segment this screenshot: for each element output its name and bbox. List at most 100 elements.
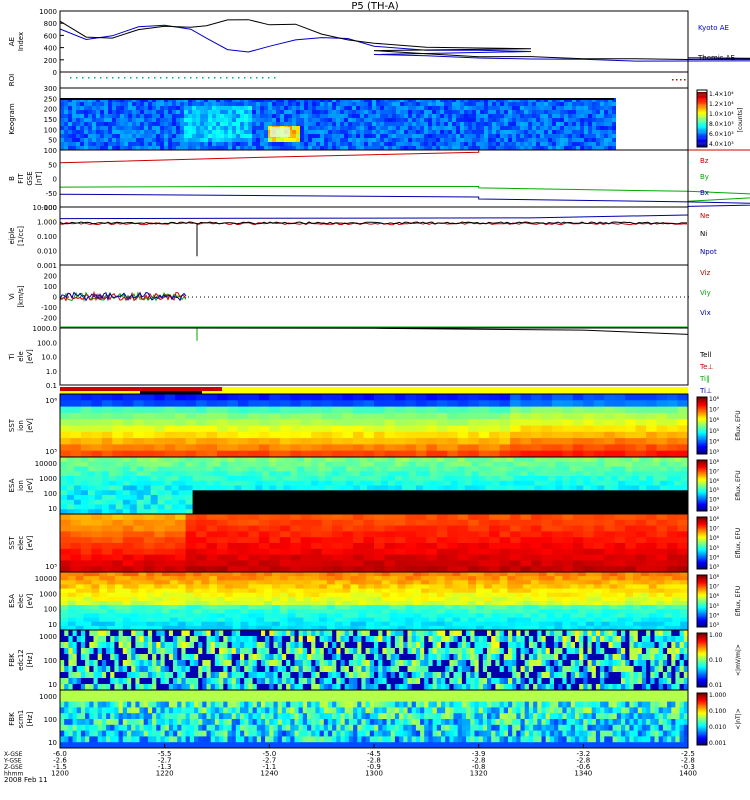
keogram-cell (244, 102, 248, 106)
keogram-cell (88, 102, 92, 106)
keogram-colorbar-cell (697, 140, 707, 142)
sst_ele-cell (625, 560, 637, 567)
keogram-cell (344, 110, 348, 114)
keogram-cell (572, 118, 576, 122)
esa_ion-cell (499, 485, 508, 491)
esa_ion-cell (290, 457, 298, 463)
keogram-cell (84, 102, 88, 106)
esa_ele-cell (342, 617, 351, 623)
keogram-cell (260, 114, 264, 118)
keogram-cell (580, 138, 584, 142)
esa_ele-cell (287, 621, 296, 627)
sst_ion-cell (196, 412, 208, 420)
esa_ele-cell (224, 588, 234, 594)
sst_ele-cell (143, 543, 155, 550)
sst_ion-cell (122, 394, 134, 401)
sst_ion-cell (196, 406, 208, 414)
esa_ele-cell (271, 588, 281, 594)
keogram-cell (312, 102, 316, 106)
sst_ion-cell (206, 425, 218, 433)
keogram-cell (160, 114, 164, 118)
esa_ion-cell (157, 485, 166, 491)
keogram-cell (484, 114, 488, 118)
keogram-cell (436, 122, 440, 126)
keogram-cell (284, 122, 288, 126)
esa_ion-cell (60, 471, 68, 477)
sst_ion-cell (572, 406, 584, 414)
sst_ion-cell (279, 394, 291, 401)
keogram-colorbar-cell (697, 133, 707, 135)
esa_ion-cell (311, 480, 319, 487)
sst_ion-cell (436, 450, 448, 458)
keogram-cell (352, 126, 356, 130)
keogram-cell (340, 130, 344, 134)
keogram-cell (536, 110, 540, 114)
sst_ele-cell (426, 525, 438, 532)
sst_ele-cell (300, 537, 312, 544)
keogram-cell (132, 110, 136, 114)
sst_ele-cell (384, 514, 396, 521)
keogram-cell (368, 118, 372, 122)
esa_ion-cell (325, 490, 333, 496)
roi-ylabel: ROI (8, 74, 16, 86)
keogram-colorbar-tick: 6.0×10³ (709, 131, 734, 138)
keogram-cell (304, 118, 308, 122)
keogram-cell (432, 122, 436, 126)
esa_ion-cell (443, 466, 452, 472)
velocity-zero-dot (76, 296, 77, 298)
sst_ele-cell (593, 566, 605, 573)
esa_ele-cell (217, 625, 226, 631)
keogram-cell (324, 106, 328, 110)
keogram-cell (412, 106, 416, 110)
keogram-cell (612, 134, 616, 138)
keogram-cell (280, 142, 284, 146)
esa_ion-cell (74, 457, 82, 463)
keogram-cell (320, 114, 324, 118)
keogram-cell (120, 118, 124, 122)
esa_ion-cell (353, 504, 361, 510)
esa_ion-cell (143, 490, 152, 496)
roi-dot (160, 77, 162, 79)
sst_ion-cell (300, 431, 312, 439)
sst_ion-cell (60, 438, 71, 445)
keogram-cell (412, 130, 416, 134)
velocity-zero-dot (384, 296, 385, 298)
sst_ele-cell (499, 525, 511, 532)
esa_ion-cell (436, 509, 445, 515)
esa_ion-cell (241, 485, 249, 491)
density-series-ni (59, 221, 687, 225)
sst_ele-cell (510, 543, 522, 550)
esa_ion-cell (520, 509, 528, 515)
sst_ion-cell (112, 425, 124, 433)
keogram-cell (608, 146, 612, 150)
roi-dot (680, 79, 682, 81)
keogram-cell (244, 106, 248, 110)
keogram-cell (608, 106, 612, 110)
sst_ele-cell (60, 537, 71, 544)
keogram-cell (252, 102, 256, 106)
keogram-cell (400, 102, 404, 106)
esa_ion-cell (422, 504, 431, 510)
sst_ion-cell (656, 394, 668, 401)
sst_ele-cell (394, 548, 406, 556)
sst_ele-cell (656, 514, 668, 521)
keogram-cell (524, 130, 528, 134)
sst_ion-cell (394, 419, 406, 426)
esa_ion-cell (234, 480, 242, 487)
sst_ele-cell (300, 531, 312, 538)
sst_ele-cell (499, 531, 511, 538)
esa_ele-cell (154, 580, 163, 585)
esa_ion-cell (555, 504, 563, 510)
esa_ion-cell (471, 476, 480, 482)
roi-dot (202, 77, 204, 79)
keogram-cell (72, 130, 76, 134)
keogram-cell (528, 134, 532, 138)
esa_ion-cell (297, 495, 305, 501)
sst_ele-cell (311, 531, 323, 538)
keogram-cell (428, 126, 432, 130)
sst_ion-cell (269, 431, 281, 439)
sst_ion-cell (541, 450, 553, 458)
sst_ele-cell (91, 531, 103, 538)
keogram-cell (532, 130, 536, 134)
esa_ion-cell (674, 471, 682, 477)
